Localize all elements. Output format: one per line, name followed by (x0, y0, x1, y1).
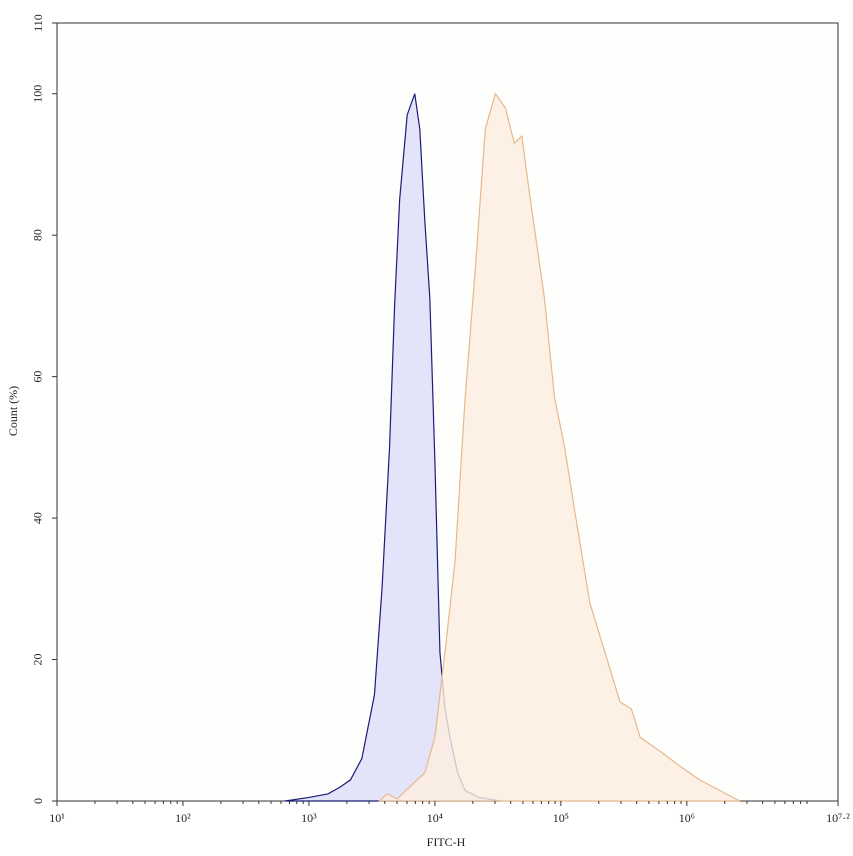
x-tick-label: 10¹ (49, 811, 65, 825)
x-axis-label: FITC-H (427, 835, 466, 849)
x-tick-label: 10⁶ (679, 811, 695, 825)
y-tick-label: 40 (31, 512, 45, 524)
y-tick-label: 0 (31, 798, 45, 804)
x-tick-label: 10² (175, 811, 191, 825)
y-tick-label: 60 (31, 371, 45, 383)
y-axis-label: Count (%) (6, 386, 20, 436)
y-tick-label: 20 (31, 654, 45, 666)
histogram-area (377, 92, 741, 802)
y-tick-label: 100 (31, 85, 45, 103)
y-tick-label: 110 (31, 14, 45, 32)
x-tick-label: 10⁵ (553, 811, 569, 825)
x-tick-label: 10⁴ (427, 811, 443, 825)
x-tick-label: 10⁷·² (826, 811, 850, 825)
y-tick-label: 80 (31, 229, 45, 241)
x-tick-label: 10³ (301, 811, 317, 825)
